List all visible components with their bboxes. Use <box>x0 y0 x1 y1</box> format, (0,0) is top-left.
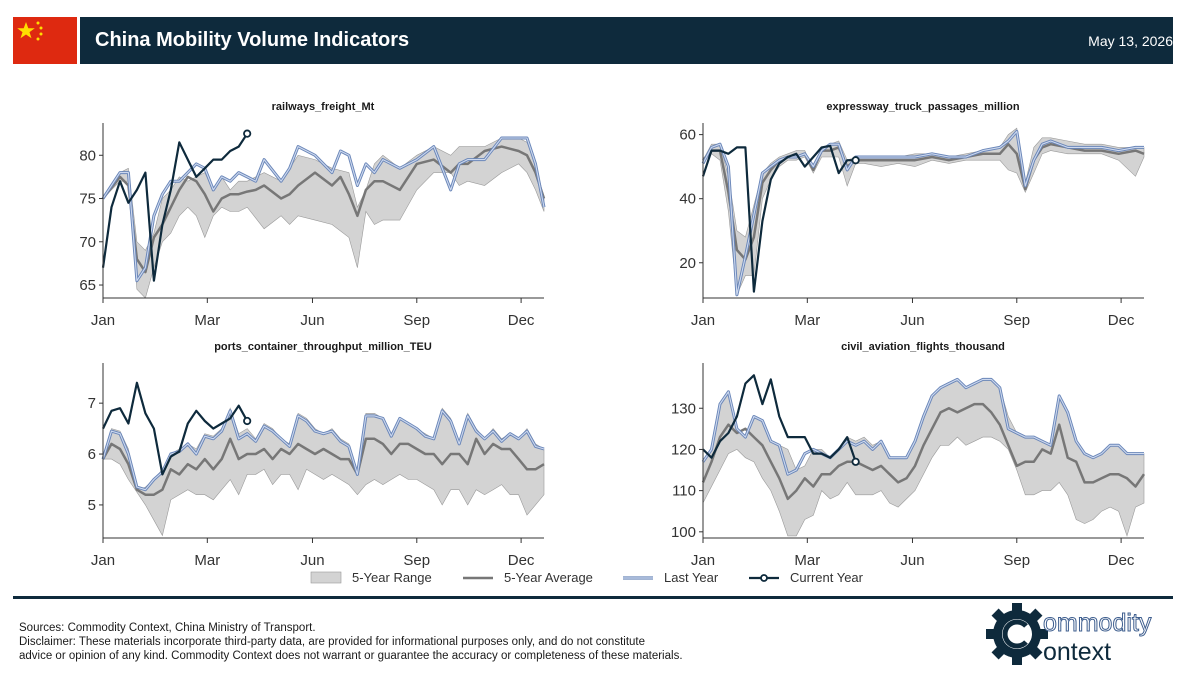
y-tick-label: 75 <box>79 191 96 208</box>
china-flag-icon <box>13 17 77 64</box>
gear-icon <box>986 603 1048 665</box>
x-tick-label: Jun <box>300 552 324 569</box>
x-tick-label: Sep <box>1003 552 1030 569</box>
x-tick-label: Jan <box>691 312 715 329</box>
chart-legend: 5-Year Range 5-Year Average Last Year Cu… <box>310 569 910 587</box>
x-tick-label: Mar <box>194 312 220 329</box>
logo-word-2: ontext <box>1043 638 1111 666</box>
chart-railways-freight: railways_freight_Mt 65 70 75 80 Jan Mar Jun Sep D… <box>79 101 546 329</box>
legend-label-current-year: Current Year <box>790 570 863 585</box>
chart-title: expressway_truck_passages_million <box>826 101 1020 113</box>
page-title: China Mobility Volume Indicators <box>95 29 410 51</box>
chart-title: railways_freight_Mt <box>272 101 375 113</box>
report-date: May 13, 2026 <box>1088 33 1173 49</box>
x-tick-label: Sep <box>1003 312 1030 329</box>
series-last-year <box>702 130 1144 296</box>
y-tick-label: 5 <box>88 497 96 514</box>
current-year-end-marker <box>851 457 860 466</box>
y-tick-label: 120 <box>671 441 696 458</box>
sources-note: Sources: Commodity Context, China Minist… <box>19 622 316 634</box>
series-5yr-average <box>702 142 1145 261</box>
flag-star-small <box>36 21 40 25</box>
y-tick-label: 7 <box>88 395 96 412</box>
flag-star-small <box>39 26 43 30</box>
flag-star-small <box>39 32 43 36</box>
y-tick-label: 70 <box>79 234 96 251</box>
commodity-context-logo: ommodity ontext <box>985 602 1175 666</box>
series-current-year <box>701 144 856 293</box>
series-5yr-average <box>101 437 545 496</box>
chart-expressway-truck-passages: expressway_truck_passages_million 20 40 60 J… <box>679 101 1145 329</box>
y-tick-label: 60 <box>679 127 696 144</box>
x-tick-label: Dec <box>1108 312 1135 329</box>
legend-label-range: 5-Year Range <box>352 570 432 585</box>
disclaimer-line-2: advice or opinion of any kind. Commodity… <box>19 650 683 662</box>
legend-label-average: 5-Year Average <box>504 570 593 585</box>
x-tick-label: Mar <box>194 552 220 569</box>
chart-ports-container-throughput: ports_container_throughput_million_TEU 5 6… <box>88 341 545 569</box>
series-last-year <box>702 378 1144 475</box>
y-tick-label: 20 <box>679 255 696 272</box>
y-tick-label: 6 <box>88 446 96 463</box>
series-current-year <box>102 381 249 476</box>
legend-marker-current-year <box>760 574 768 582</box>
series-5yr-range <box>702 379 1145 537</box>
flag-star-large <box>17 22 35 39</box>
y-tick-label: 40 <box>679 191 696 208</box>
x-tick-label: Sep <box>403 552 430 569</box>
x-tick-label: Jun <box>900 312 924 329</box>
footer-notes: Sources: Commodity Context, China Minist… <box>19 621 779 663</box>
series-5yr-average <box>701 402 1146 501</box>
x-tick-label: Jan <box>91 312 115 329</box>
series-current-year <box>702 374 857 463</box>
x-tick-label: Dec <box>508 552 535 569</box>
y-tick-label: 80 <box>79 147 96 164</box>
x-tick-label: Mar <box>794 312 820 329</box>
series-last-year <box>102 137 545 282</box>
chart-civil-aviation-flights: civil_aviation_flights_thousand 100 110 120… <box>671 341 1146 569</box>
series-5yr-range <box>702 127 1145 296</box>
disclaimer-line-1: Disclaimer: These materials incorporate … <box>19 636 646 648</box>
logo-word-1: ommodity <box>1043 609 1152 637</box>
chart-title: ports_container_throughput_million_TEU <box>214 341 432 353</box>
legend-label-last-year: Last Year <box>664 570 719 585</box>
x-tick-label: Dec <box>1108 552 1135 569</box>
header-bar: China Mobility Volume Indicators May 13,… <box>80 17 1173 64</box>
legend-swatch-range <box>310 571 342 584</box>
x-tick-label: Sep <box>403 312 430 329</box>
x-tick-label: Mar <box>794 552 820 569</box>
flag-star-small <box>36 37 40 41</box>
current-year-end-marker <box>243 129 252 138</box>
x-tick-label: Jun <box>300 312 324 329</box>
x-tick-label: Dec <box>508 312 535 329</box>
current-year-end-marker <box>851 156 860 165</box>
x-tick-label: Jun <box>900 552 924 569</box>
x-tick-label: Jan <box>691 552 715 569</box>
chart-title: civil_aviation_flights_thousand <box>841 341 1005 353</box>
footer-divider <box>13 596 1173 599</box>
y-tick-label: 100 <box>671 524 696 541</box>
series-current-year <box>101 133 249 282</box>
y-tick-label: 130 <box>671 400 696 417</box>
flag-field <box>13 17 77 64</box>
current-year-end-marker <box>243 416 252 426</box>
y-tick-label: 65 <box>79 277 96 294</box>
x-tick-label: Jan <box>91 552 115 569</box>
y-tick-label: 110 <box>672 483 696 500</box>
